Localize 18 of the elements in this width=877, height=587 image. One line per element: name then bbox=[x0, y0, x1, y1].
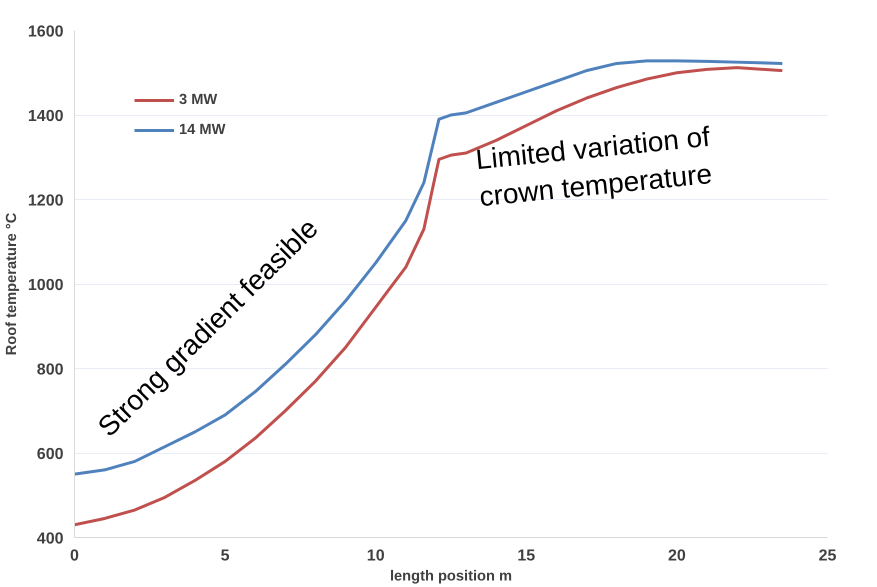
x-axis-title: length position m bbox=[390, 568, 512, 584]
x-tick-label: 25 bbox=[818, 548, 836, 564]
y-axis-title: Roof temperature °C bbox=[4, 212, 20, 356]
annotation: Limited variation of crown temperature bbox=[474, 120, 714, 212]
legend-label: 14 MW bbox=[179, 122, 226, 138]
legend-label: 3 MW bbox=[179, 92, 218, 108]
y-tick-label: 1000 bbox=[28, 277, 64, 294]
y-tick-label: 1200 bbox=[28, 192, 64, 210]
x-tick-label: 15 bbox=[517, 548, 536, 564]
y-tick-label: 1600 bbox=[28, 24, 64, 40]
y-tick-label: 400 bbox=[36, 530, 64, 548]
x-tick-label: 20 bbox=[668, 548, 686, 564]
x-tick-label: 5 bbox=[220, 548, 230, 564]
x-tick-label: 10 bbox=[366, 548, 385, 564]
y-tick-label: 800 bbox=[36, 362, 64, 378]
y-tick-label: 1400 bbox=[28, 108, 64, 125]
y-tick-label: 600 bbox=[36, 446, 64, 463]
x-tick-label: 0 bbox=[70, 548, 80, 564]
